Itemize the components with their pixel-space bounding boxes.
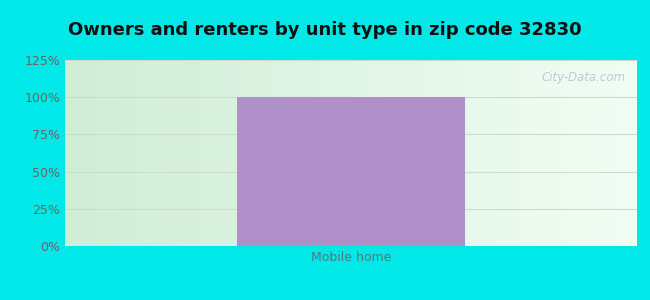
Text: City-Data.com: City-Data.com — [541, 71, 625, 84]
Bar — [237, 97, 465, 246]
Text: Owners and renters by unit type in zip code 32830: Owners and renters by unit type in zip c… — [68, 21, 582, 39]
